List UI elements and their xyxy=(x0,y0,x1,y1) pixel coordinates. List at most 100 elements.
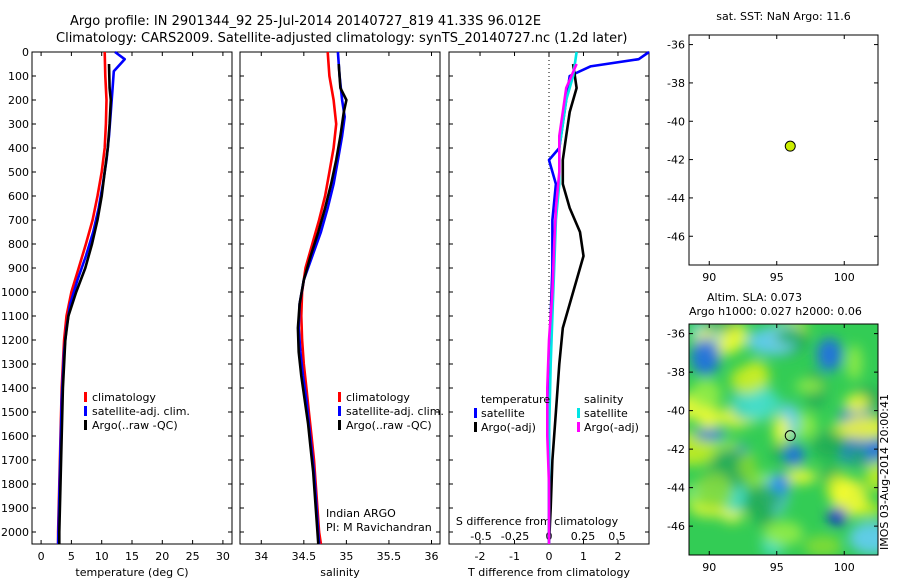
legend-label: satellite-adj. clim. xyxy=(92,405,190,418)
y-tick-label: 2000 xyxy=(1,526,29,539)
heatmap-cell xyxy=(740,484,786,511)
y-tick-label: 500 xyxy=(8,166,29,179)
x-tick-label: 15 xyxy=(125,550,139,563)
x-tick-label: 30 xyxy=(216,550,230,563)
x-axis-label: temperature (deg C) xyxy=(75,566,188,579)
heatmap-cell xyxy=(729,386,782,422)
s-diff-axis-label: S difference from climatology xyxy=(456,515,619,528)
heatmap-cell xyxy=(848,521,878,555)
sla-map-panel: 90 95 100 -36 -38 -40 -42 -44 -46 Altim. SLA: 0.0… xyxy=(667,291,879,574)
legend-label: satellite-adj. clim. xyxy=(346,405,444,418)
plot-frame xyxy=(31,51,233,545)
heatmap-cell xyxy=(700,324,740,332)
legend-title: salinity xyxy=(584,393,624,406)
annotation-text: Indian ARGO xyxy=(326,507,396,520)
sst-map-panel: 90 95 100 -36 -38 -40 -42 -44 -46 sat. SST: NaN A… xyxy=(667,10,879,284)
y-tick-label: 1600 xyxy=(1,430,29,443)
heatmap-cell xyxy=(840,415,878,441)
heatmap-cell xyxy=(846,344,863,381)
y-tick-label: 1500 xyxy=(1,406,29,419)
x-tick-label: 2 xyxy=(614,550,621,563)
imos-timestamp: IMOS 03-Aug-2014 20:00:41 xyxy=(878,394,891,550)
y-tick-label: 1800 xyxy=(1,478,29,491)
legend-swatch xyxy=(84,392,87,402)
y-tick-label: -46 xyxy=(667,520,685,533)
map-title: Altim. SLA: 0.073 xyxy=(707,291,802,304)
argo-position-marker xyxy=(784,430,796,442)
legend-title: temperature xyxy=(481,393,550,406)
legend-label: Argo(..raw -QC) xyxy=(92,419,178,432)
legend-label: satellite xyxy=(481,407,525,420)
heatmap-cell xyxy=(729,366,765,395)
heatmap-cell xyxy=(763,520,804,546)
x-tick-label: 34 xyxy=(254,550,268,563)
y-tick-label: 1400 xyxy=(1,382,29,395)
legend-label: Argo(-adj) xyxy=(584,421,639,434)
heatmap-cell xyxy=(713,439,741,453)
x-axis-label: salinity xyxy=(320,566,360,579)
y-tick-label: 0 xyxy=(22,46,29,59)
sla-heatmap xyxy=(689,324,878,555)
y-tick-label: -42 xyxy=(667,154,685,167)
heatmap-cell xyxy=(774,327,808,345)
series-line-4 xyxy=(545,63,578,544)
legend-swatch xyxy=(577,408,580,418)
x-tick-label: 34.5 xyxy=(292,550,317,563)
x-tick-label: 35 xyxy=(339,550,353,563)
x-tick-label: 1 xyxy=(580,550,587,563)
s-diff-tick-label: -0.5 xyxy=(470,530,491,543)
y-tick-label: 900 xyxy=(8,262,29,275)
s-diff-tick-label: 0.25 xyxy=(571,530,596,543)
legend-swatch xyxy=(338,406,341,416)
y-tick-label: 800 xyxy=(8,238,29,251)
x-tick-label: -1 xyxy=(509,550,520,563)
legend-swatch xyxy=(338,420,341,430)
y-tick-label: 300 xyxy=(8,118,29,131)
legend-swatch xyxy=(84,420,87,430)
argo-position-marker xyxy=(784,140,796,152)
y-tick-label: 1700 xyxy=(1,454,29,467)
x-tick-label: 90 xyxy=(702,561,716,574)
y-tick-label: -36 xyxy=(667,328,685,341)
s-diff-tick-label: 0.5 xyxy=(608,530,626,543)
heatmap-cell xyxy=(783,443,805,467)
y-tick-label: -44 xyxy=(667,482,685,495)
heatmap-cell xyxy=(831,478,868,517)
heatmap-cell xyxy=(689,379,722,410)
x-tick-label: 20 xyxy=(155,550,169,563)
x-tick-label: 0 xyxy=(546,550,553,563)
x-tick-label: -2 xyxy=(475,550,486,563)
y-tick-label: -40 xyxy=(667,405,685,418)
y-tick-label: -38 xyxy=(667,366,685,379)
legend-label: climatology xyxy=(346,391,410,404)
x-tick-label: 90 xyxy=(702,271,716,284)
x-tick-label: 0 xyxy=(38,550,45,563)
map-title: Argo h1000: 0.027 h2000: 0.06 xyxy=(689,305,862,318)
heatmap-cell xyxy=(694,428,726,441)
legend-label: Argo(-adj) xyxy=(481,421,536,434)
legend-label: satellite xyxy=(584,407,628,420)
heatmap-cell xyxy=(771,473,790,494)
heatmap-cell xyxy=(804,535,842,555)
heatmap-cell xyxy=(773,415,790,445)
heatmap-cell xyxy=(844,394,870,413)
heatmap-cell xyxy=(848,447,868,464)
series-line-3 xyxy=(296,63,348,545)
heatmap-cell xyxy=(721,509,744,523)
x-tick-label: 100 xyxy=(834,561,855,574)
heatmap-cell xyxy=(752,504,775,527)
profile-panel-3: -2 -1 0 1 2 T difference from climatology -0.5… xyxy=(448,50,650,579)
annotation-text: PI: M Ravichandran xyxy=(326,521,432,534)
x-tick-label: 95 xyxy=(770,271,784,284)
series-line-2 xyxy=(547,63,585,545)
heatmap-cell xyxy=(696,406,721,429)
x-tick-label: 5 xyxy=(68,550,75,563)
y-tick-label: 100 xyxy=(8,70,29,83)
heatmap-cell xyxy=(811,431,847,461)
y-tick-label: -40 xyxy=(667,115,685,128)
x-tick-label: 95 xyxy=(770,561,784,574)
heatmap-cell xyxy=(827,507,848,526)
header-line-2: Climatology: CARS2009. Satellite-adjuste… xyxy=(56,31,628,46)
legend-swatch xyxy=(474,408,477,418)
